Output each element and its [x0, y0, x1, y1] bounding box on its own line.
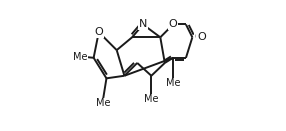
Text: Me: Me: [166, 78, 180, 88]
Text: Me: Me: [144, 94, 158, 104]
Text: O: O: [197, 32, 206, 42]
Text: O: O: [169, 20, 178, 29]
Text: Me: Me: [73, 52, 87, 62]
Text: O: O: [194, 32, 203, 42]
Text: Me: Me: [96, 98, 110, 108]
Text: N: N: [139, 20, 147, 29]
Text: O: O: [94, 27, 103, 37]
